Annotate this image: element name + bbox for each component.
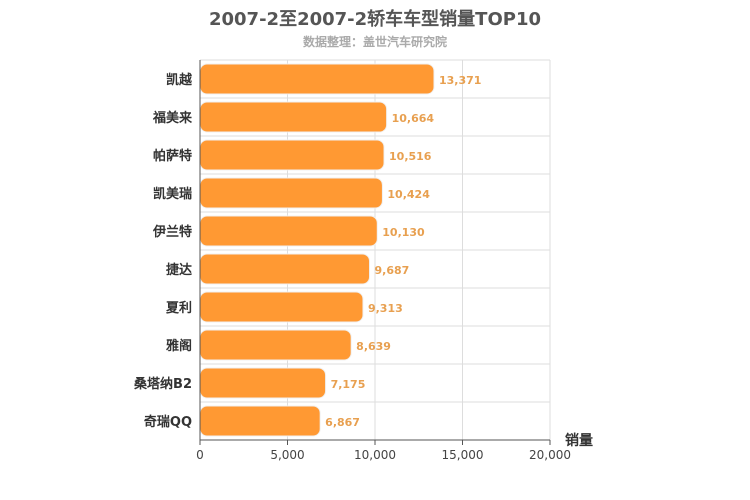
chart-title: 2007-2至2007-2轿车车型销量TOP10 <box>208 9 541 30</box>
bar <box>199 215 378 247</box>
bar <box>199 177 383 209</box>
chart-subtitle: 数据整理：盖世汽车研究院 <box>302 35 447 49</box>
x-tick-label: 0 <box>196 448 204 462</box>
category-label: 桑塔纳B2 <box>133 376 192 392</box>
x-tick-label: 15,000 <box>442 448 484 462</box>
category-label: 帕萨特 <box>153 148 192 164</box>
data-label: 10,516 <box>389 150 432 163</box>
category-label: 雅阁 <box>166 338 192 354</box>
data-label: 8,639 <box>356 340 391 353</box>
category-label: 奇瑞QQ <box>144 414 192 430</box>
bar <box>199 253 371 285</box>
bar <box>199 139 385 171</box>
category-label: 伊兰特 <box>152 224 192 240</box>
bar <box>199 101 388 133</box>
x-axis-title: 销量 <box>565 432 593 449</box>
data-label: 6,867 <box>325 416 360 429</box>
data-label: 7,175 <box>331 378 366 391</box>
x-tick-label: 20,000 <box>529 448 571 462</box>
data-label: 13,371 <box>439 74 481 87</box>
bar <box>199 405 321 437</box>
bar <box>199 291 364 323</box>
category-label: 捷达 <box>166 262 192 278</box>
category-label: 凯美瑞 <box>153 186 192 202</box>
category-label: 凯越 <box>166 72 193 88</box>
bar <box>199 63 435 95</box>
bar <box>199 367 327 399</box>
data-label: 10,664 <box>392 112 435 125</box>
category-label: 福美来 <box>152 110 193 126</box>
data-label: 9,313 <box>368 302 403 315</box>
bar <box>199 329 352 361</box>
x-tick-label: 5,000 <box>270 448 304 462</box>
data-label: 9,687 <box>375 264 410 277</box>
x-tick-label: 10,000 <box>354 448 396 462</box>
data-label: 10,424 <box>387 188 430 201</box>
data-label: 10,130 <box>382 226 425 239</box>
category-label: 夏利 <box>165 300 192 316</box>
